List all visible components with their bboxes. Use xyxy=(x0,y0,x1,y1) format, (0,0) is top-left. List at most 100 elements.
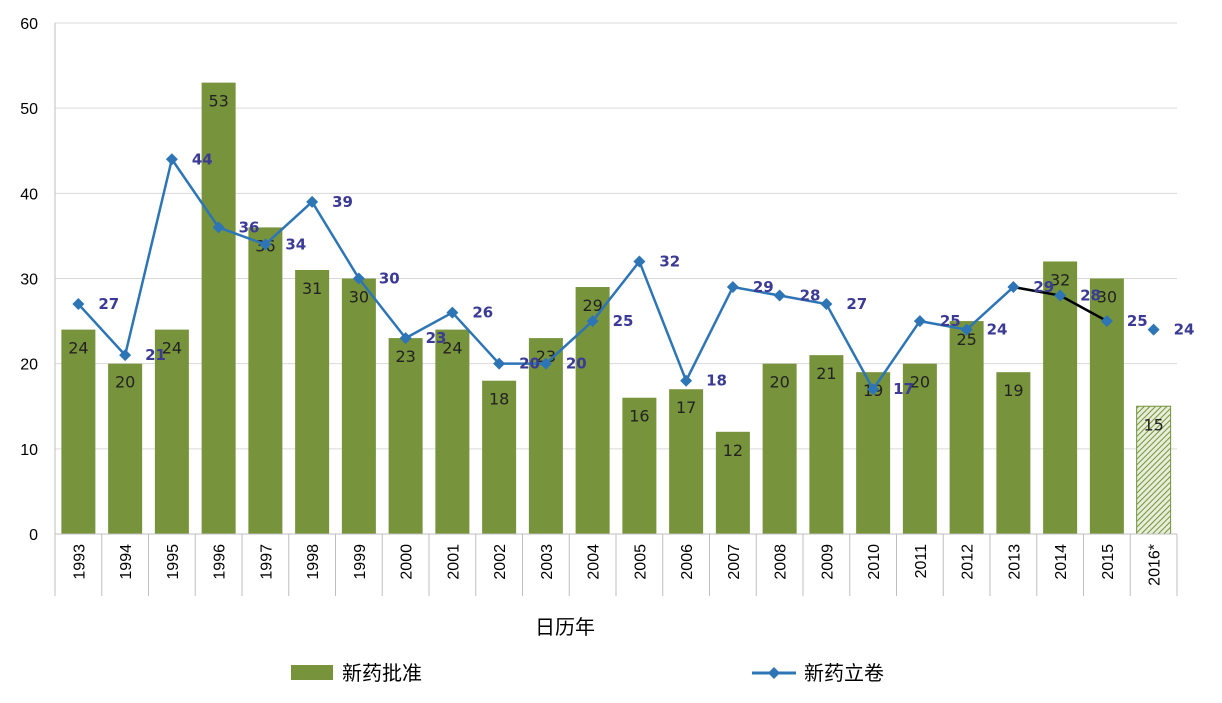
line-data-label: 25 xyxy=(1127,312,1148,330)
bar xyxy=(435,329,470,534)
gridlines xyxy=(55,22,1177,450)
legend: 新药批准 新药立卷 xyxy=(291,661,884,685)
line-data-label: 28 xyxy=(800,287,821,305)
line-data-label: 36 xyxy=(239,218,260,236)
line-marker-diamond xyxy=(399,332,412,345)
legend-swatch-bar xyxy=(291,665,333,680)
bar xyxy=(388,338,423,534)
x-tick-label: 1997 xyxy=(258,544,275,580)
line-data-labels: 27 21 44 36 34 39 30 23 26 20 20 25 32 18 29 28 27 17 25 24… xyxy=(98,150,1194,398)
x-tick-label: 2011 xyxy=(913,544,930,579)
bar xyxy=(996,372,1031,534)
legend-label-line: 新药立卷 xyxy=(804,661,884,685)
line-marker-diamond xyxy=(119,349,132,362)
x-tick-label: 2002 xyxy=(492,544,509,580)
bar-data-label: 25 xyxy=(956,330,976,349)
bar xyxy=(528,338,563,534)
line-data-label: 21 xyxy=(145,346,166,364)
bar-data-label: 31 xyxy=(302,279,322,298)
x-tick-label: 2010 xyxy=(866,544,883,580)
line-marker-diamond xyxy=(1007,281,1020,294)
line-data-label: 24 xyxy=(987,321,1008,339)
line-data-label: 27 xyxy=(98,295,119,313)
line-marker-diamond xyxy=(306,195,319,208)
bar xyxy=(201,82,236,534)
bar xyxy=(669,389,704,534)
x-tick-label: 2014 xyxy=(1053,544,1070,580)
x-tick-label: 2001 xyxy=(445,544,462,580)
line-marker-diamond xyxy=(259,238,272,251)
y-tick-label: 10 xyxy=(20,442,38,459)
line-data-label: 17 xyxy=(893,380,914,398)
line-marker-diamond xyxy=(726,281,739,294)
bar xyxy=(809,355,844,534)
bar-data-label: 12 xyxy=(723,441,743,460)
line-marker-diamond xyxy=(352,272,365,285)
bar-data-label: 23 xyxy=(536,347,556,366)
line-marker-diamond xyxy=(586,315,599,328)
line-marker-diamond xyxy=(212,221,225,234)
x-tick-label: 2013 xyxy=(1006,544,1023,580)
line-data-label: 44 xyxy=(192,150,213,168)
line-data-label: 39 xyxy=(332,193,353,211)
bar-data-label: 21 xyxy=(816,364,836,383)
bar xyxy=(61,329,96,534)
bar-data-label: 24 xyxy=(442,339,462,358)
bar-data-label: 24 xyxy=(68,339,88,358)
bar-data-label: 17 xyxy=(676,398,696,417)
bar xyxy=(902,363,937,534)
x-tick-label: 1998 xyxy=(305,544,322,580)
line-marker-diamond xyxy=(72,298,85,311)
x-tick-label: 2000 xyxy=(399,544,416,580)
x-tick-label: 2009 xyxy=(819,544,836,580)
x-tick-label: 2003 xyxy=(539,544,556,580)
line-data-label: 20 xyxy=(566,355,587,373)
bar-series xyxy=(61,82,1172,535)
bar xyxy=(949,321,984,534)
x-axis: 1993 1994 1995 1996 1997 1998 1999 2000 2001 2002… xyxy=(54,533,1178,596)
line-marker-diamond xyxy=(539,357,552,370)
bar xyxy=(762,363,797,534)
line-marker-diamond xyxy=(1054,289,1067,302)
line-data-label: 18 xyxy=(706,372,727,390)
bar xyxy=(575,287,610,534)
line-data-label: 24 xyxy=(1174,321,1195,339)
x-tick-label: 2005 xyxy=(632,544,649,580)
line-marker-diamond xyxy=(773,289,786,302)
x-tick-label: 2015 xyxy=(1100,544,1117,580)
x-tick-label: 1999 xyxy=(352,544,369,580)
line-data-label: 20 xyxy=(519,355,540,373)
bar xyxy=(856,372,891,534)
line-data-label: 26 xyxy=(472,304,493,322)
x-tick-label: 1994 xyxy=(118,544,135,580)
x-tick-label: 2016* xyxy=(1147,544,1164,586)
y-tick-label: 30 xyxy=(20,272,38,289)
x-tick-label: 2004 xyxy=(586,544,603,580)
bar-data-label: 20 xyxy=(910,373,930,392)
bar xyxy=(108,363,143,534)
bar-data-label: 32 xyxy=(1050,270,1070,289)
bar-data-labels: 2420245336313023241823291617122021192025… xyxy=(68,92,1164,460)
y-axis: 0 10 20 30 40 50 60 xyxy=(20,16,56,544)
line-marker-diamond xyxy=(1147,323,1160,336)
bar-data-label: 18 xyxy=(489,390,509,409)
line-marker-diamond xyxy=(1100,315,1113,328)
line-markers xyxy=(72,153,1160,396)
x-tick-label: 2007 xyxy=(726,544,743,580)
line-marker-diamond xyxy=(446,306,459,319)
bar-data-label: 23 xyxy=(395,347,415,366)
line-marker-diamond xyxy=(165,153,178,166)
bar xyxy=(295,269,330,534)
x-tick-label: 2006 xyxy=(679,544,696,580)
bar-data-label: 29 xyxy=(582,296,602,315)
bar-data-label: 53 xyxy=(208,92,228,111)
bar xyxy=(248,227,283,534)
y-tick-label: 60 xyxy=(20,16,38,33)
line-marker-diamond xyxy=(867,383,880,396)
line-marker-diamond xyxy=(493,357,506,370)
bar xyxy=(341,278,376,534)
bar xyxy=(622,397,657,534)
y-tick-label: 50 xyxy=(20,101,38,118)
bar xyxy=(482,380,517,534)
